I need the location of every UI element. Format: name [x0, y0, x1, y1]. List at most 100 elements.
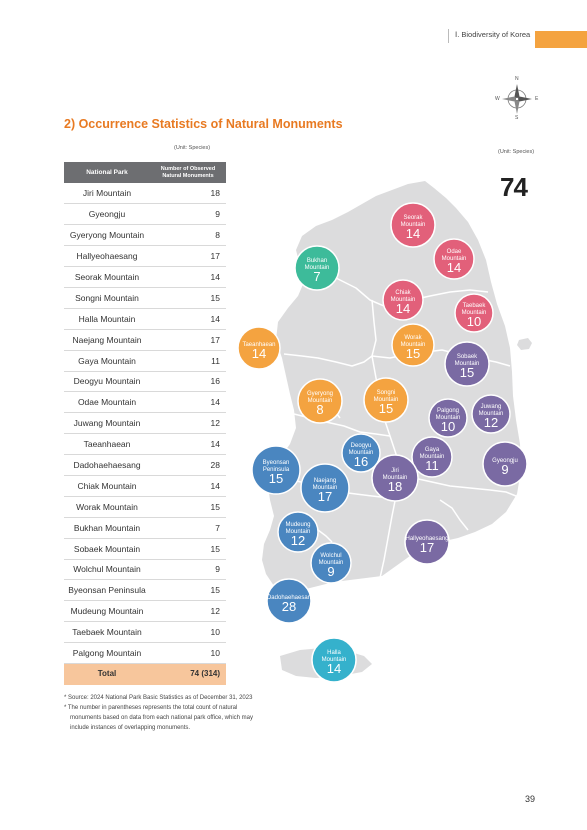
park-bubble-name-line2: Mountain [442, 256, 467, 262]
total-count: 74 [500, 172, 528, 202]
table-row: Jiri Mountain 18 [64, 183, 226, 205]
total-label-cell: Total [64, 663, 150, 685]
park-bubble-name: Songni [377, 390, 396, 396]
park-bubble-name-line2: Mountain [420, 454, 445, 460]
park-bubble-name: Gyeryong [307, 391, 333, 397]
header-accent-bar [535, 31, 587, 48]
park-name-cell: Taeanhaean [64, 433, 150, 456]
table-row: Sobaek Mountain 15 [64, 538, 226, 560]
table-unit-label: (Unit: Species) [174, 145, 211, 151]
park-bubble-name: Byeonsan [263, 460, 290, 466]
monument-count-cell: 9 [150, 203, 226, 226]
park-name-cell: Naejang Mountain [64, 329, 150, 351]
park-bubble-name-line2: Mountain [391, 297, 416, 303]
park-bubble-name: Worak [404, 335, 422, 341]
park-name-cell: Jiri Mountain [64, 183, 150, 205]
table-row: Gaya Mountain 11 [64, 350, 226, 372]
park-bubble-name-line2: Mountain [401, 222, 426, 228]
footnote-source: * Source: 2024 National Park Basic Stati… [64, 695, 253, 701]
park-bubble-circle [363, 377, 409, 423]
table-row: Taebaek Mountain 10 [64, 621, 226, 644]
col-observed-count: Number of Observed Natural Monuments [150, 162, 226, 183]
park-bubble-circle [310, 542, 352, 584]
park-name-cell: Worak Mountain [64, 496, 150, 518]
park-bubble-name: Hallyeohaesang [405, 536, 448, 542]
park-bubble-name: Taebaek [463, 303, 487, 309]
park-name-cell: Mudeung Mountain [64, 600, 150, 623]
table-row: Deogyu Mountain 16 [64, 371, 226, 393]
monument-count-cell: 14 [150, 308, 226, 330]
park-bubble-name-line2: Mountain [401, 342, 426, 348]
monument-count-cell: 11 [150, 350, 226, 372]
park-bubble-value: 14 [406, 226, 420, 241]
park-name-cell: Chiak Mountain [64, 475, 150, 497]
park-bubble-value: 14 [327, 661, 341, 676]
park-bubble-value: 16 [354, 454, 368, 469]
col-observed-count-line1: Number of Observed [160, 166, 216, 173]
table-row: Palgong Mountain 10 [64, 642, 226, 664]
table-row: Gyeryong Mountain 8 [64, 224, 226, 247]
park-bubble-value: 9 [501, 462, 508, 477]
monument-count-cell: 14 [150, 475, 226, 497]
park-bubble-name: Juwang [481, 404, 502, 410]
table-row: Dadohaehaesang 28 [64, 454, 226, 476]
park-bubble-circle [297, 378, 343, 424]
park-name-cell: Deogyu Mountain [64, 371, 150, 393]
park-name-cell: Gyeongju [64, 203, 150, 226]
park-name-cell: Taebaek Mountain [64, 621, 150, 644]
park-bubble-circle [294, 245, 340, 291]
park-bubble-value: 9 [327, 564, 334, 579]
table-row: Songni Mountain 15 [64, 287, 226, 309]
table-row: Seorak Mountain 14 [64, 266, 226, 288]
table-row: Wolchul Mountain 9 [64, 559, 226, 581]
park-bubble-value: 14 [447, 260, 461, 275]
monument-count-cell: 18 [150, 183, 226, 205]
park-bubble-circle [404, 519, 450, 565]
table-row: Juwang Mountain 12 [64, 412, 226, 435]
park-name-cell: Sobaek Mountain [64, 538, 150, 560]
park-bubble-value: 28 [282, 599, 296, 614]
park-bubble-circle [471, 394, 511, 434]
park-bubble-name: Odae [447, 249, 462, 255]
monument-count-cell: 15 [150, 538, 226, 560]
park-bubble-name: Palgong [437, 408, 459, 414]
page-number: 39 [525, 794, 536, 804]
monument-count-cell: 15 [150, 579, 226, 602]
monument-count-cell: 17 [150, 329, 226, 351]
park-bubble-name: Gaya [425, 447, 440, 453]
monument-count-cell: 28 [150, 454, 226, 476]
park-bubble-name-line2: Mountain [374, 397, 399, 403]
table-row: Halla Mountain 14 [64, 308, 226, 330]
table-row: Taeanhaean 14 [64, 433, 226, 456]
park-bubble-name: Taeanhaean [242, 342, 275, 348]
park-bubble-name-line2: Mountain [322, 657, 347, 663]
park-bubble-circle [391, 323, 435, 367]
monument-count-cell: 14 [150, 266, 226, 288]
park-bubble-name: Chiak [395, 290, 411, 296]
table-row: Mudeung Mountain 12 [64, 600, 226, 623]
park-bubble-name-line2: Mountain [455, 361, 480, 367]
park-name-cell: Dadohaehaesang [64, 454, 150, 476]
monument-count-cell: 17 [150, 245, 226, 268]
park-name-cell: Juwang Mountain [64, 412, 150, 435]
park-bubble-value: 12 [291, 533, 305, 548]
park-name-cell: Byeonsan Peninsula [64, 579, 150, 602]
monument-count-cell: 7 [150, 517, 226, 539]
footnote-note-line2: monuments based on data from each nation… [70, 715, 253, 721]
park-bubble-name: Dadohaehaesan [267, 595, 311, 601]
